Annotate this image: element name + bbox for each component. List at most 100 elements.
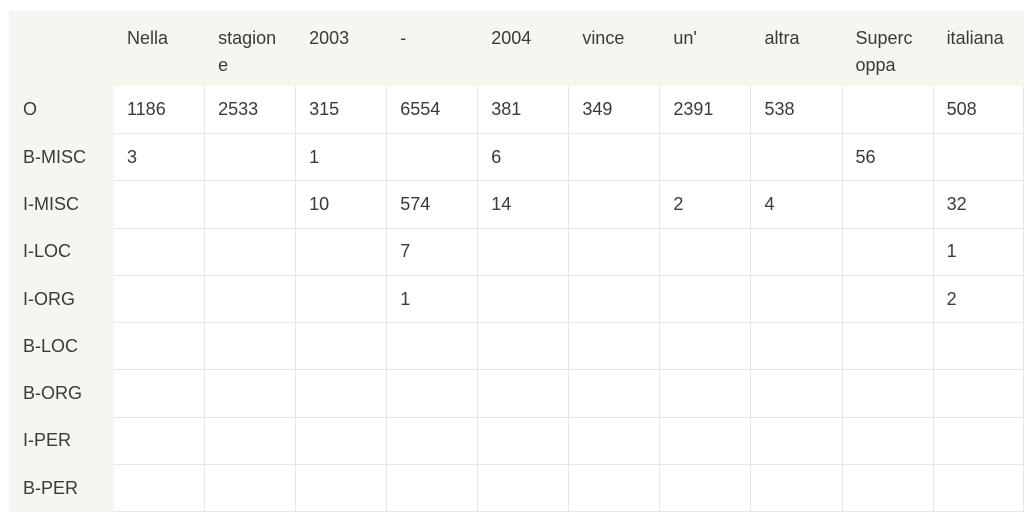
row-label: I-MISC: [9, 180, 114, 229]
table-cell: 538: [750, 85, 843, 134]
table-cell: 1186: [112, 85, 206, 134]
column-header-5: 2004: [477, 11, 570, 86]
corner-header-cell: [9, 11, 114, 86]
row-label: I-PER: [9, 416, 114, 466]
table-row: I-PER: [9, 416, 1025, 466]
table-row: I-ORG 1 2: [9, 274, 1025, 324]
table-cell: [386, 416, 479, 466]
table-cell: [568, 227, 661, 276]
column-header-2: stagione: [204, 11, 297, 86]
table-cell: 381: [477, 85, 570, 134]
table-cell: [750, 132, 843, 182]
table-cell: [932, 322, 1025, 371]
table-cell: [204, 180, 297, 229]
table-cell: [477, 416, 570, 466]
row-label: B-MISC: [9, 132, 114, 182]
table-cell: [386, 132, 479, 182]
table-cell: [841, 369, 934, 418]
table-cell: [477, 274, 570, 324]
table-cell: 349: [568, 85, 661, 134]
table-cell: [477, 464, 570, 513]
table-cell: [295, 416, 388, 466]
table-cell: [568, 180, 661, 229]
table-cell: [204, 416, 297, 466]
table-cell: [477, 369, 570, 418]
table-cell: [841, 416, 934, 466]
row-label: I-ORG: [9, 274, 114, 324]
table-cell: [659, 322, 752, 371]
table-cell: [659, 132, 752, 182]
table-cell: [112, 274, 206, 324]
table-cell: [204, 227, 297, 276]
table-cell: [295, 369, 388, 418]
column-header-1: Nella: [112, 11, 206, 86]
table-cell: [841, 180, 934, 229]
table-cell: [659, 464, 752, 513]
table-body: O 1186 2533 315 6554 381 349 2391 538 508 B-MISC 3 1…: [9, 85, 1025, 513]
table-row: O 1186 2533 315 6554 381 349 2391 538 508: [9, 85, 1025, 134]
row-label: I-LOC: [9, 227, 114, 276]
table-cell: [932, 464, 1025, 513]
table-cell: [568, 464, 661, 513]
table-cell: 315: [295, 85, 388, 134]
table-cell: [750, 322, 843, 371]
column-header-8: altra: [750, 11, 843, 86]
table-cell: [204, 464, 297, 513]
table-cell: 56: [841, 132, 934, 182]
table-cell: 508: [932, 85, 1025, 134]
table-cell: [568, 369, 661, 418]
table-cell: [386, 464, 479, 513]
table-cell: 574: [386, 180, 479, 229]
table-cell: [932, 416, 1025, 466]
table-cell: 2533: [204, 85, 297, 134]
table-cell: 6: [477, 132, 570, 182]
table-cell: [112, 227, 206, 276]
table-cell: 2: [932, 274, 1025, 324]
table-cell: [112, 464, 206, 513]
table-cell: [841, 227, 934, 276]
table-cell: 1: [932, 227, 1025, 276]
column-header-9: Supercoppa: [841, 11, 934, 86]
table-row: B-ORG: [9, 369, 1025, 418]
table-cell: [295, 274, 388, 324]
table-cell: [841, 274, 934, 324]
table-cell: [386, 369, 479, 418]
column-header-7: un': [659, 11, 752, 86]
table-cell: 7: [386, 227, 479, 276]
column-header-4: -: [386, 11, 479, 86]
table-cell: [295, 322, 388, 371]
table-cell: [204, 322, 297, 371]
header-row: Nella stagione 2003-2004 vince un' altra Super…: [9, 11, 1025, 86]
table-row: I-LOC 7 1: [9, 227, 1025, 276]
column-header-10: italiana: [932, 11, 1025, 86]
table-cell: 6554: [386, 85, 479, 134]
table-cell: 32: [932, 180, 1025, 229]
row-label: B-LOC: [9, 322, 114, 371]
row-label: B-ORG: [9, 369, 114, 418]
column-header-3: 2003: [295, 11, 388, 86]
token-label-table-container: Nella stagione 2003-2004 vince un' altra Super…: [9, 11, 1025, 513]
table-cell: [386, 322, 479, 371]
table-cell: [659, 274, 752, 324]
table-cell: [841, 85, 934, 134]
table-cell: 2391: [659, 85, 752, 134]
table-cell: [204, 132, 297, 182]
column-header-6: vince: [568, 11, 661, 86]
table-cell: [841, 464, 934, 513]
table-cell: [295, 227, 388, 276]
table-cell: [568, 274, 661, 324]
table-cell: [932, 369, 1025, 418]
table-cell: [750, 274, 843, 324]
row-label: B-PER: [9, 464, 114, 513]
table-cell: 1: [295, 132, 388, 182]
table-cell: [295, 464, 388, 513]
table-row: B-LOC: [9, 322, 1025, 371]
table-cell: [112, 322, 206, 371]
table-cell: [750, 369, 843, 418]
table-cell: [659, 227, 752, 276]
table-cell: [112, 416, 206, 466]
token-label-count-table: Nella stagione 2003-2004 vince un' altra Super…: [9, 11, 1025, 513]
table-cell: [659, 416, 752, 466]
table-cell: [112, 369, 206, 418]
table-cell: 14: [477, 180, 570, 229]
